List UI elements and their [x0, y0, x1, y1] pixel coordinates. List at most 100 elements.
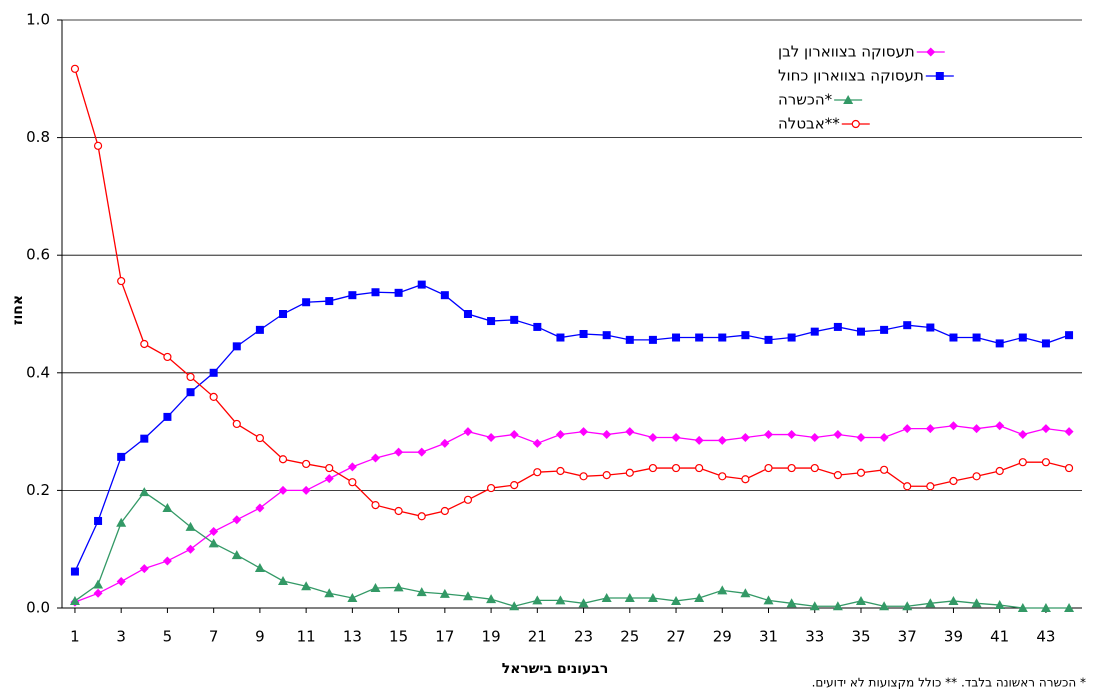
data-point: [255, 325, 264, 334]
footnote: * הכשרה ראשונה בלבד. ** כולל מקצועות לא …: [812, 676, 1086, 690]
legend-label: אבטלה**: [778, 115, 840, 133]
data-point: [232, 342, 241, 351]
x-tick-label: 23: [574, 628, 593, 646]
x-tick-label: 1: [70, 628, 80, 646]
data-point: [880, 465, 889, 474]
data-point: [278, 575, 289, 585]
data-point: [695, 333, 704, 342]
data-point: [209, 527, 219, 537]
data-point: [902, 601, 913, 611]
data-point: [371, 501, 380, 510]
legend-label: תעסוקה בצווארון לבן: [778, 43, 915, 61]
data-point: [694, 435, 704, 445]
data-point: [278, 455, 288, 464]
data-point: [810, 327, 819, 336]
data-point: [486, 432, 496, 442]
data-point: [648, 335, 657, 344]
x-tick-label: 21: [528, 628, 547, 646]
data-point: [139, 487, 150, 497]
data-point: [602, 471, 611, 480]
data-point: [1017, 603, 1028, 612]
data-point: [855, 595, 866, 605]
x-tick-label: 25: [620, 628, 639, 646]
data-point: [394, 288, 403, 297]
x-tick-label: 41: [990, 628, 1009, 646]
data-point: [139, 564, 149, 574]
data-point: [370, 583, 381, 593]
data-point: [532, 438, 542, 448]
data-point: [69, 595, 80, 605]
x-tick-label: 35: [851, 628, 870, 646]
data-point: [833, 322, 842, 331]
data-point: [880, 325, 889, 334]
data-point: [393, 582, 404, 592]
data-point: [810, 463, 819, 473]
data-point: [117, 452, 126, 461]
data-point: [347, 462, 357, 472]
data-point: [601, 593, 612, 603]
data-point: [279, 310, 288, 318]
data-point: [209, 368, 218, 377]
data-point: [671, 595, 682, 605]
data-point: [509, 601, 520, 611]
data-point: [324, 474, 334, 484]
x-tick-label: 39: [944, 628, 963, 646]
data-point: [926, 323, 935, 332]
data-point: [925, 598, 936, 608]
data-point: [186, 388, 195, 397]
y-tick-label: 0.0: [26, 599, 50, 617]
data-point: [764, 463, 773, 473]
data-point: [325, 297, 334, 306]
data-point: [394, 447, 404, 457]
data-point: [348, 478, 357, 487]
data-point: [740, 432, 750, 442]
x-tick-label: 13: [343, 628, 362, 646]
y-tick-label: 0.4: [26, 363, 50, 381]
data-point: [741, 475, 750, 484]
data-point: [463, 310, 472, 318]
y-tick-label: 0.2: [26, 481, 50, 499]
x-tick-label: 9: [255, 628, 265, 646]
data-point: [1065, 331, 1074, 340]
data-point: [255, 433, 264, 443]
data-point: [903, 321, 912, 330]
data-point: [510, 315, 519, 324]
legend-marker: [843, 95, 854, 104]
data-point: [926, 482, 935, 491]
data-point: [972, 333, 981, 342]
data-point: [417, 447, 427, 457]
data-point: [462, 591, 473, 601]
data-point: [879, 432, 889, 442]
data-point: [162, 503, 173, 513]
x-tick-label: 11: [297, 628, 316, 646]
data-point: [231, 550, 242, 560]
data-point: [1041, 424, 1051, 434]
data-point: [302, 459, 311, 469]
data-point: [232, 419, 241, 429]
data-point: [787, 430, 797, 440]
data-point: [717, 585, 728, 595]
data-point: [718, 472, 727, 481]
x-tick-label: 43: [1036, 628, 1055, 646]
data-point: [440, 438, 450, 448]
data-point: [487, 317, 496, 326]
data-point: [972, 424, 982, 434]
data-point: [440, 506, 449, 516]
data-point: [463, 495, 473, 504]
data-point: [70, 567, 79, 576]
data-point: [278, 485, 288, 495]
y-axis-title: אחוז: [10, 295, 26, 325]
data-point: [579, 329, 588, 338]
data-point: [486, 483, 496, 493]
data-point: [440, 291, 449, 300]
data-point: [116, 577, 126, 587]
data-point: [556, 466, 565, 476]
data-point: [163, 352, 172, 362]
data-point: [718, 333, 727, 342]
data-point: [995, 466, 1004, 476]
data-point: [1041, 458, 1051, 467]
data-point: [764, 335, 773, 344]
data-point: [555, 595, 566, 605]
